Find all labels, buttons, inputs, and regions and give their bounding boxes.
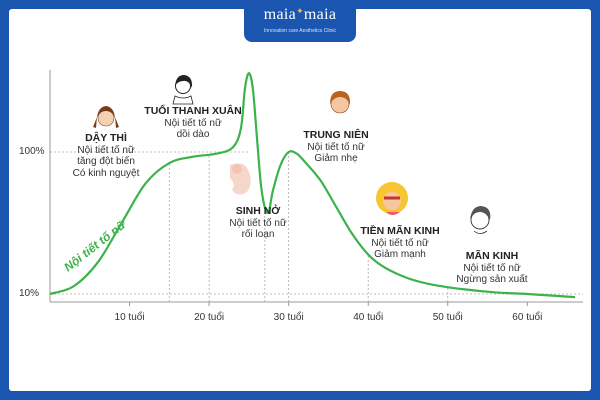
stage-description: Nội tiết tố nữ: [307, 141, 365, 153]
stage-description: Giảm nhẹ: [314, 153, 358, 164]
stage-description: Ngừng sản xuất: [456, 274, 528, 285]
stage-annotation: DẬY THÌ Nội tiết tố nữ tăng đột biến Có kin…: [56, 132, 156, 179]
brand-logo: maia✦maia Innovation care Aesthetics Cli…: [244, 0, 356, 42]
illustrations: [93, 75, 491, 234]
pregnant-woman-icon: [230, 163, 251, 195]
x-tick-label: 10 tuổi: [114, 312, 145, 323]
stage-title: TIỀN MÃN KINH: [360, 225, 440, 237]
stage-annotation: TRUNG NIÊN Nội tiết tố nữ Giảm nhẹ: [286, 129, 386, 165]
stage-description: Có kinh nguyệt: [72, 167, 140, 179]
hormone-curve: [49, 72, 576, 299]
stage-title: MÃN KINH: [465, 250, 519, 262]
brand-name: maia✦maia: [263, 6, 337, 23]
stage-annotation: MÃN KINH Nội tiết tố nữ Ngừng sản xuất: [432, 250, 552, 286]
x-tick-label: 30 tuổi: [273, 312, 304, 323]
young-woman-icon: [172, 75, 194, 105]
menopause-woman-icon: [470, 206, 491, 234]
stage-annotation: TIỀN MÃN KINH Nội tiết tố nữ Giảm mạnh: [345, 225, 455, 261]
stage-description: Nội tiết tố nữ: [77, 144, 135, 156]
stage-title: SINH NỞ: [235, 205, 281, 217]
premenopause-woman-icon: [376, 182, 408, 215]
stage-description: Nội tiết tố nữ: [371, 237, 429, 249]
stage-description: Nội tiết tố nữ: [229, 217, 287, 229]
y-tick-label: 10%: [19, 288, 40, 299]
stage-description: Nội tiết tố nữ: [164, 117, 222, 129]
middle-aged-woman-icon: [330, 91, 351, 114]
stage-description: tăng đột biến: [77, 156, 135, 167]
puberty-girl-icon: [93, 106, 119, 128]
stage-annotation: SINH NỞ Nội tiết tố nữ rối loạn: [203, 205, 313, 241]
x-tick-label: 40 tuổi: [353, 312, 384, 323]
x-tick-label: 20 tuổi: [194, 312, 225, 323]
stage-title: TUỔI THANH XUÂN: [144, 105, 242, 117]
stage-description: Nội tiết tố nữ: [463, 262, 521, 274]
stage-annotation: TUỔI THANH XUÂN Nội tiết tố nữ dồi dào: [133, 105, 253, 141]
x-tick-label: 50 tuổi: [432, 312, 463, 323]
stage-description: rối loạn: [241, 229, 275, 240]
y-tick-label: 100%: [19, 146, 45, 157]
stage-description: dồi dào: [176, 129, 210, 140]
brand-tagline: Innovation care Aesthetics Clinic: [264, 28, 336, 34]
stage-title: TRUNG NIÊN: [303, 129, 369, 141]
stage-title: DẬY THÌ: [85, 132, 127, 144]
chart-panel: [9, 9, 591, 391]
x-tick-label: 60 tuổi: [512, 312, 543, 323]
stage-description: Giảm mạnh: [374, 249, 426, 260]
